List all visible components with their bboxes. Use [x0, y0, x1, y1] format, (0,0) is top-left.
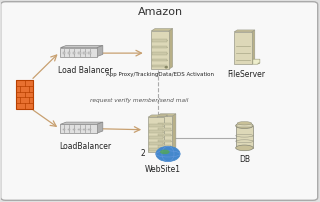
FancyBboxPatch shape — [152, 53, 167, 55]
FancyBboxPatch shape — [152, 40, 167, 42]
FancyBboxPatch shape — [149, 143, 163, 145]
Ellipse shape — [237, 122, 252, 125]
Polygon shape — [60, 122, 103, 125]
Polygon shape — [253, 60, 260, 65]
FancyBboxPatch shape — [152, 46, 167, 49]
Ellipse shape — [236, 123, 253, 129]
FancyBboxPatch shape — [63, 53, 65, 55]
FancyBboxPatch shape — [158, 146, 171, 148]
Polygon shape — [97, 122, 103, 134]
FancyBboxPatch shape — [149, 131, 163, 133]
Polygon shape — [60, 46, 103, 48]
FancyBboxPatch shape — [234, 33, 252, 65]
FancyBboxPatch shape — [149, 148, 163, 151]
Polygon shape — [151, 29, 172, 32]
FancyBboxPatch shape — [158, 134, 171, 137]
Polygon shape — [252, 31, 255, 65]
FancyBboxPatch shape — [157, 116, 172, 150]
Ellipse shape — [160, 150, 170, 155]
FancyBboxPatch shape — [78, 53, 81, 55]
Polygon shape — [258, 63, 260, 65]
FancyBboxPatch shape — [73, 53, 76, 55]
FancyBboxPatch shape — [152, 66, 167, 68]
FancyBboxPatch shape — [1, 3, 318, 200]
FancyBboxPatch shape — [158, 140, 171, 142]
Circle shape — [161, 150, 163, 151]
Text: 2: 2 — [140, 149, 145, 158]
Text: request verify member/send mail: request verify member/send mail — [90, 98, 188, 102]
Text: WebSite1: WebSite1 — [145, 164, 181, 173]
FancyBboxPatch shape — [73, 129, 76, 131]
Text: FileServer: FileServer — [227, 69, 265, 78]
Polygon shape — [97, 46, 103, 57]
FancyBboxPatch shape — [60, 48, 97, 57]
FancyBboxPatch shape — [148, 118, 164, 153]
FancyBboxPatch shape — [151, 32, 169, 70]
Circle shape — [169, 147, 171, 148]
Text: App Proxy/TrackingData/EDS Activation: App Proxy/TrackingData/EDS Activation — [106, 72, 214, 76]
Polygon shape — [164, 115, 168, 153]
FancyBboxPatch shape — [149, 137, 163, 139]
Circle shape — [156, 146, 180, 162]
Polygon shape — [234, 31, 255, 33]
Text: LoadBalancer: LoadBalancer — [59, 142, 111, 151]
Text: Load Balancer: Load Balancer — [58, 65, 112, 74]
FancyBboxPatch shape — [68, 129, 70, 131]
FancyBboxPatch shape — [236, 126, 253, 148]
FancyBboxPatch shape — [158, 129, 171, 131]
Polygon shape — [172, 114, 176, 150]
FancyBboxPatch shape — [68, 53, 70, 55]
FancyBboxPatch shape — [78, 129, 81, 131]
FancyBboxPatch shape — [83, 53, 86, 55]
Text: Amazon: Amazon — [137, 7, 183, 17]
FancyBboxPatch shape — [88, 53, 91, 55]
Polygon shape — [169, 29, 172, 70]
Text: DB: DB — [239, 155, 250, 164]
FancyBboxPatch shape — [158, 123, 171, 125]
FancyBboxPatch shape — [152, 59, 167, 62]
FancyBboxPatch shape — [237, 124, 252, 127]
FancyBboxPatch shape — [60, 125, 97, 134]
Circle shape — [165, 67, 167, 68]
FancyBboxPatch shape — [149, 125, 163, 127]
Polygon shape — [157, 114, 176, 116]
FancyBboxPatch shape — [88, 129, 91, 131]
Ellipse shape — [236, 145, 253, 151]
FancyBboxPatch shape — [63, 129, 65, 131]
Polygon shape — [148, 115, 168, 118]
FancyBboxPatch shape — [16, 81, 33, 109]
FancyBboxPatch shape — [83, 129, 86, 131]
